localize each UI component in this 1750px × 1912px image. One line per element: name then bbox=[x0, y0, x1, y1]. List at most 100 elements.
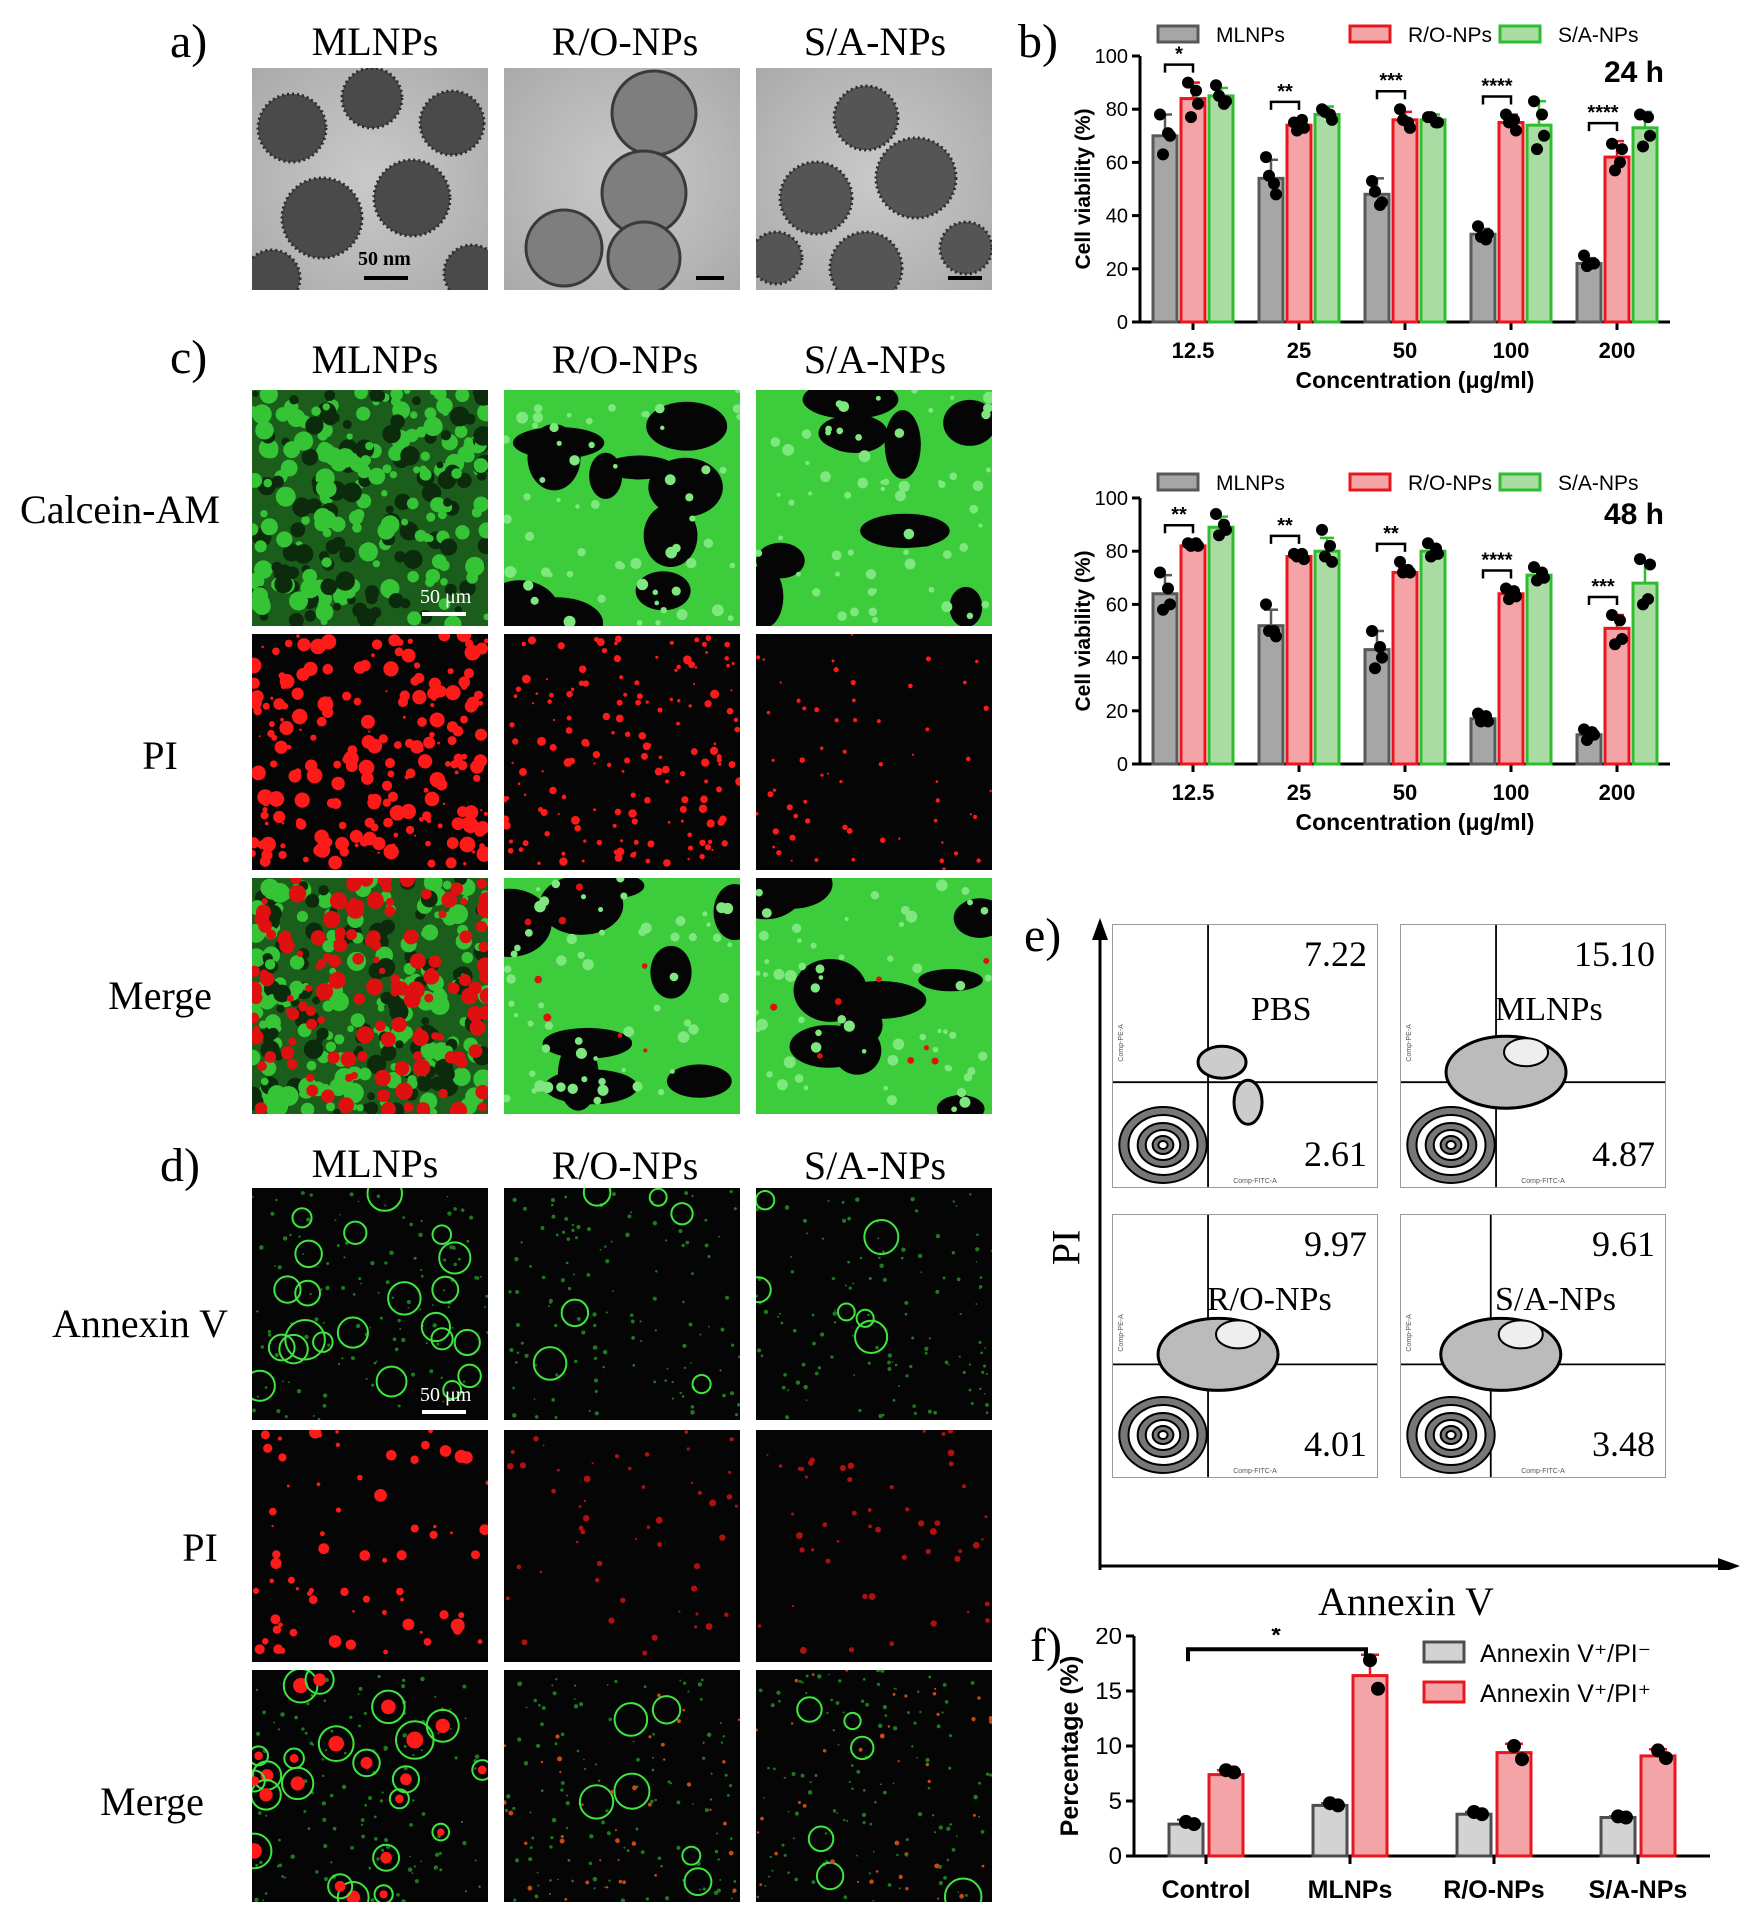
data-point bbox=[1510, 124, 1522, 137]
panel-c-pi-ro-nps-texture bbox=[504, 635, 740, 867]
bar-S/A-NPs bbox=[1313, 549, 1341, 766]
legend-label-S/A-NPs: S/A-NPs bbox=[1558, 472, 1639, 495]
legend-label: Annexin V⁺/PI⁺ bbox=[1480, 1680, 1651, 1708]
panel-d-merge-sa-nps-texture bbox=[756, 1670, 992, 1902]
panel-d-col-3: S/A-NPs bbox=[803, 1143, 947, 1188]
data-point bbox=[1268, 177, 1280, 190]
data-point bbox=[1268, 625, 1280, 637]
panel-f-letter: f) bbox=[1030, 1619, 1062, 1672]
data-point bbox=[1260, 151, 1272, 164]
quadrant-lower-right-value: 3.48 bbox=[1592, 1424, 1655, 1464]
panel-c-calcein-mlnps: 50 μm bbox=[252, 390, 488, 626]
panel-c-row-pi: PI bbox=[142, 733, 178, 778]
panel-c-pi-sa-nps-texture bbox=[756, 634, 992, 870]
legend-swatch-S/A-NPs bbox=[1498, 472, 1542, 492]
data-point bbox=[1507, 1739, 1521, 1753]
bar-MLNPs bbox=[1575, 261, 1603, 324]
data-point bbox=[1369, 662, 1381, 675]
data-point bbox=[1319, 550, 1331, 563]
significance-bracket bbox=[1587, 121, 1619, 132]
data-point bbox=[1394, 103, 1406, 116]
bar-S/A-NPs bbox=[1207, 525, 1235, 766]
y-tick-label: 10 bbox=[1095, 1733, 1122, 1760]
legend-swatch bbox=[1422, 1680, 1466, 1704]
panel-d-pi-ro-nps bbox=[504, 1430, 740, 1662]
panel-d-pi-ro-nps-texture bbox=[505, 1430, 738, 1656]
panel-d-pi-mlnps-texture bbox=[252, 1430, 488, 1655]
flow-axis-small-y: Comp-PE-A bbox=[1118, 1024, 1125, 1062]
tem-particles-sa-nps bbox=[756, 84, 992, 290]
y-tick-label: 0 bbox=[1117, 312, 1128, 334]
x-tick-label: 50 bbox=[1393, 780, 1417, 805]
data-point bbox=[1218, 518, 1230, 531]
y-tick-label: 80 bbox=[1106, 99, 1128, 121]
x-tick-label: 12.5 bbox=[1172, 338, 1215, 363]
legend-swatch-S/A-NPs bbox=[1498, 24, 1542, 44]
x-tick-label: 100 bbox=[1493, 780, 1530, 805]
y-axis-label: Percentage (%) bbox=[1056, 1656, 1084, 1837]
panel-d-col-1: MLNPs bbox=[311, 1141, 439, 1186]
significance-label: ** bbox=[1277, 515, 1293, 537]
bar-R/O-NPs bbox=[1603, 155, 1631, 324]
panel-c-col-1: MLNPs bbox=[311, 337, 439, 382]
bar-S/A-NPs bbox=[1631, 126, 1659, 324]
bar-S/A-NPs bbox=[1419, 549, 1447, 766]
data-point bbox=[1430, 116, 1442, 129]
legend-swatch bbox=[1422, 1640, 1466, 1664]
flow-ylabel: PI bbox=[1043, 1229, 1089, 1266]
legend-label-MLNPs: MLNPs bbox=[1216, 472, 1285, 495]
bar-S/A-NPs bbox=[1419, 118, 1447, 324]
panel-c-scale-bar bbox=[422, 612, 466, 616]
data-point bbox=[1213, 529, 1225, 542]
data-point bbox=[1659, 1751, 1673, 1766]
panel-d-pi-sa-nps-texture bbox=[757, 1430, 990, 1654]
panel-c-merge-sa-nps bbox=[756, 878, 992, 1114]
data-point bbox=[1634, 553, 1646, 566]
data-point bbox=[1162, 127, 1174, 140]
bar-R/O-NPs bbox=[1391, 570, 1419, 766]
x-tick-label: R/O-NPs bbox=[1443, 1876, 1544, 1904]
y-tick-label: 60 bbox=[1106, 594, 1128, 616]
x-tick-label: 200 bbox=[1599, 338, 1636, 363]
x-tick-label: 100 bbox=[1493, 338, 1530, 363]
tem-image-ro-nps bbox=[504, 68, 740, 290]
tem-particles-mlnps bbox=[252, 68, 488, 290]
flow-axis-small-y: Comp-PE-A bbox=[1118, 1314, 1125, 1352]
data-point bbox=[1606, 137, 1618, 150]
data-point bbox=[1154, 108, 1166, 121]
x-axis-label: Concentration (μg/ml) bbox=[1296, 367, 1535, 393]
bar-R/O-NPs bbox=[1391, 118, 1419, 324]
data-point bbox=[1324, 539, 1336, 552]
significance-bracket bbox=[1481, 95, 1513, 105]
legend-label-MLNPs: MLNPs bbox=[1216, 24, 1285, 47]
significance-bracket bbox=[1163, 523, 1195, 534]
flow-plot-contours: Comp-FITC-A Comp-PE-A bbox=[1113, 925, 1377, 1187]
bar-R/O-NPs bbox=[1497, 121, 1525, 324]
panel-c-pi-ro-nps bbox=[504, 634, 740, 870]
data-point bbox=[1644, 558, 1656, 571]
panel-d-annexin-sa-nps bbox=[756, 1188, 992, 1420]
data-point bbox=[1369, 185, 1381, 198]
panel-c-pi-sa-nps bbox=[756, 634, 992, 870]
panel-c-calcein-sa-nps-texture bbox=[756, 390, 992, 626]
panel-c-pi-mlnps bbox=[252, 634, 488, 870]
flow-plot-MLNPs: Comp-FITC-A Comp-PE-A 15.10 4.87 MLNPs bbox=[1400, 924, 1666, 1188]
y-tick-label: 20 bbox=[1095, 1628, 1122, 1650]
legend-swatch-R/O-NPs bbox=[1348, 472, 1392, 492]
panel-c-row-calcein: Calcein-AM bbox=[20, 487, 220, 532]
flow-axes bbox=[1092, 918, 1740, 1570]
panel-c-calcein-ro-nps-texture bbox=[504, 390, 740, 626]
chart-viability-24h: 0 20 40 60 80 100 Cell viability (%) Concentrat… bbox=[1072, 24, 1670, 393]
panel-d-row-annexin: Annexin V bbox=[52, 1301, 228, 1346]
bar-MLNPs bbox=[1257, 176, 1285, 324]
x-axis-label: Concentration (μg/ml) bbox=[1296, 809, 1535, 835]
significance-label: *** bbox=[1591, 576, 1615, 598]
y-tick-label: 20 bbox=[1106, 259, 1128, 281]
y-tick-label: 60 bbox=[1106, 152, 1128, 174]
data-point bbox=[1586, 726, 1598, 739]
significance-bracket bbox=[1186, 1647, 1368, 1662]
data-point bbox=[1260, 598, 1272, 611]
significance-label: **** bbox=[1481, 549, 1512, 571]
contour-ring bbox=[1157, 1140, 1169, 1150]
panel-a-col-2: R/O-NPs bbox=[551, 19, 699, 64]
